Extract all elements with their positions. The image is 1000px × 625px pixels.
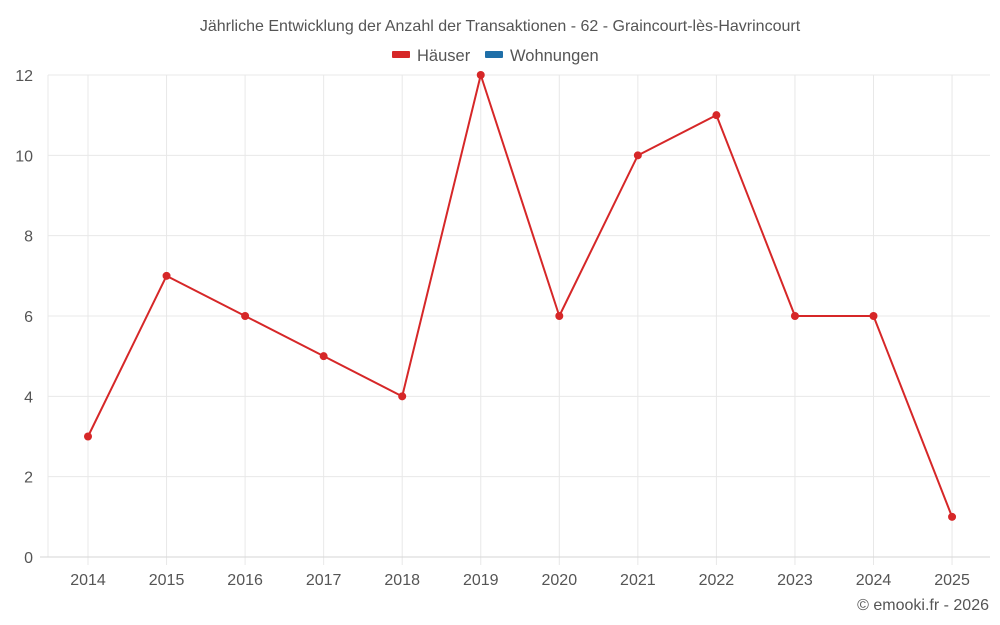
data-point[interactable] <box>319 352 328 361</box>
x-axis: 2014 2015 2016 2017 2018 2019 2020 2021 2022 2023… <box>70 572 970 589</box>
data-point[interactable] <box>869 312 878 320</box>
series-haeuser <box>84 71 957 521</box>
legend-item-haeuser[interactable]: Häuser <box>392 47 471 65</box>
y-tick-label: 12 <box>15 68 33 85</box>
y-tick-label: 6 <box>24 309 33 326</box>
data-point[interactable] <box>241 312 250 320</box>
legend-label-wohnungen: Wohnungen <box>510 47 599 65</box>
x-tick-label: 2022 <box>699 572 735 589</box>
data-point[interactable] <box>398 392 407 401</box>
x-tick-label: 2025 <box>934 572 970 589</box>
legend-swatch-haeuser <box>392 51 410 58</box>
x-tick-label: 2024 <box>856 572 892 589</box>
credit: © emooki.fr - 2026 <box>857 597 989 614</box>
data-point[interactable] <box>555 312 564 320</box>
x-tick-label: 2018 <box>384 572 420 589</box>
x-tick-label: 2015 <box>149 572 185 589</box>
y-tick-label: 2 <box>24 470 33 487</box>
data-point[interactable] <box>790 312 799 320</box>
x-tick-label: 2016 <box>227 572 263 589</box>
x-tick-label: 2021 <box>620 572 656 589</box>
legend-label-haeuser: Häuser <box>417 47 471 65</box>
x-tick-label: 2014 <box>70 572 106 589</box>
data-point[interactable] <box>162 271 171 280</box>
data-point[interactable] <box>84 432 92 441</box>
data-point[interactable] <box>633 151 642 160</box>
legend-swatch-wohnungen <box>485 51 503 58</box>
chart-title: Jährliche Entwicklung der Anzahl der Tra… <box>200 18 801 35</box>
legend-item-wohnungen[interactable]: Wohnungen <box>485 47 599 65</box>
x-tick-label: 2019 <box>463 572 499 589</box>
grid <box>40 74 990 565</box>
y-tick-label: 8 <box>24 229 33 246</box>
y-tick-label: 4 <box>24 389 33 406</box>
data-point[interactable] <box>948 512 957 521</box>
legend: Häuser Wohnungen <box>392 47 599 65</box>
y-tick-label: 10 <box>15 148 33 165</box>
x-tick-label: 2020 <box>542 572 578 589</box>
data-point[interactable] <box>476 71 485 79</box>
y-tick-label: 0 <box>24 550 33 567</box>
x-tick-label: 2023 <box>777 572 813 589</box>
x-tick-label: 2017 <box>306 572 342 589</box>
y-axis: 0 2 4 6 8 10 12 <box>15 68 33 567</box>
data-point[interactable] <box>712 111 721 120</box>
